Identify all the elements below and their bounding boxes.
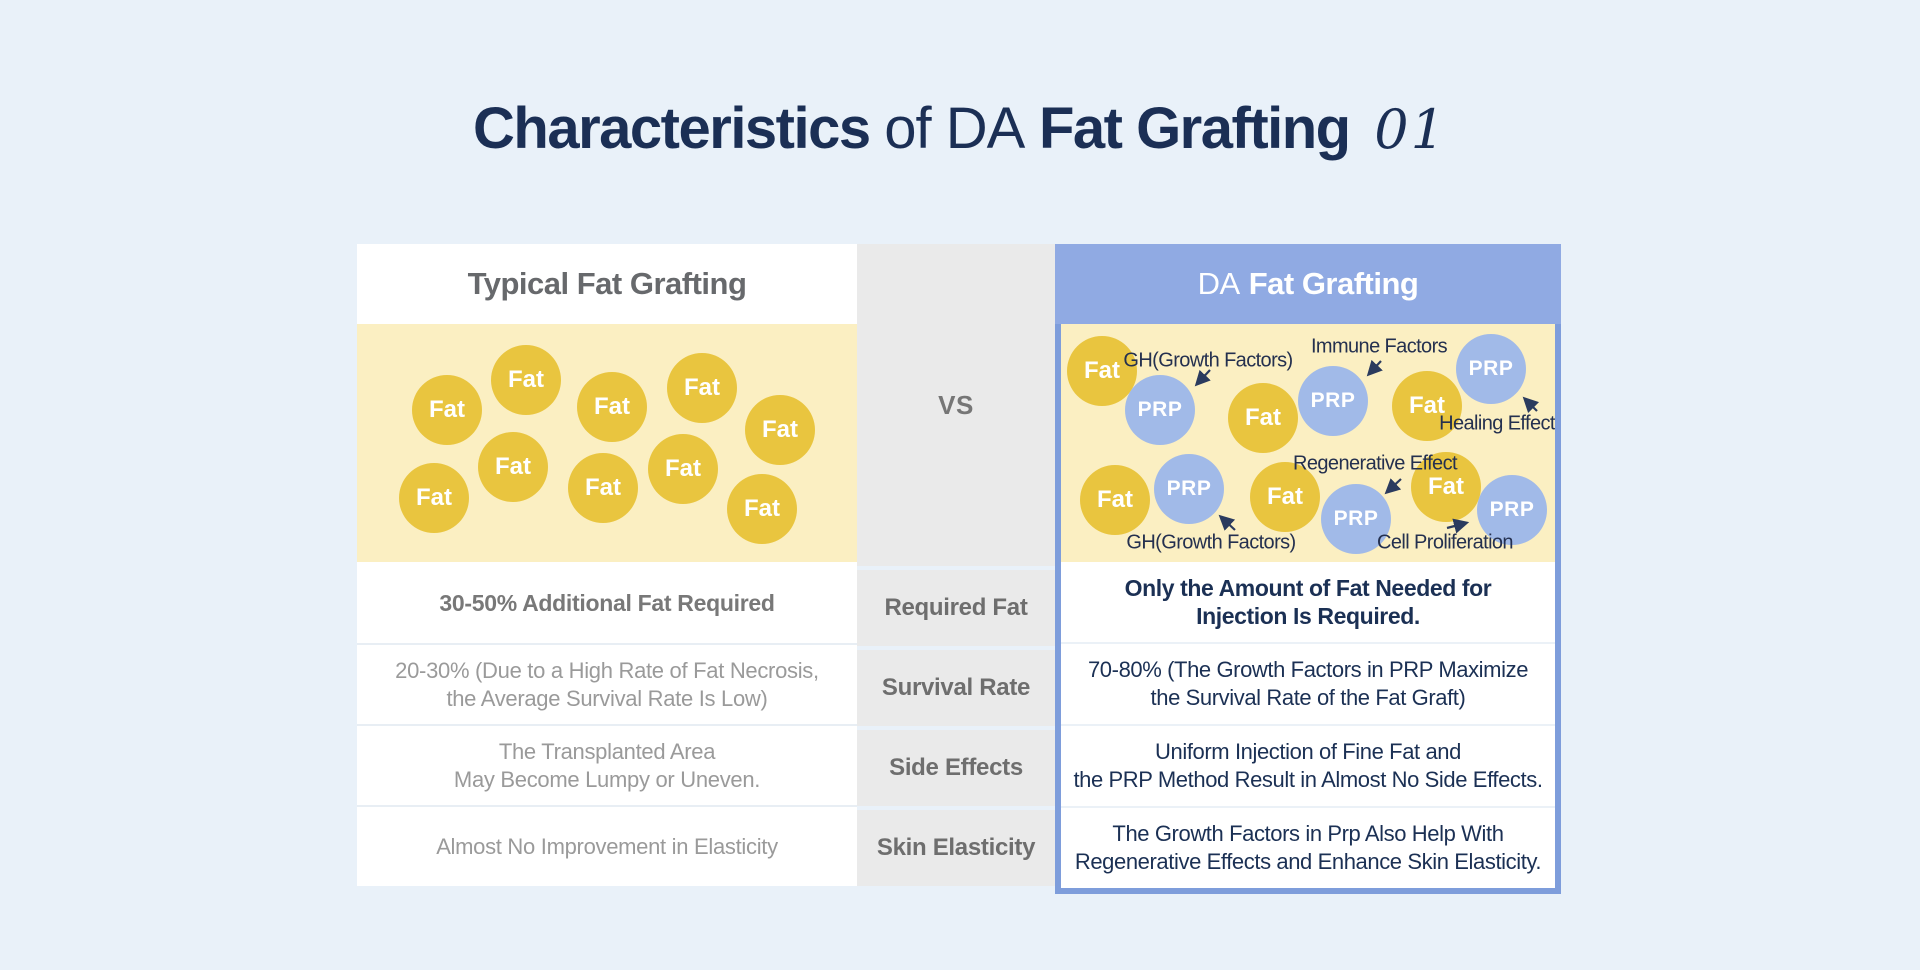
prp-circle: PRP (1154, 454, 1224, 524)
title-bold-2: Fat Grafting (1038, 96, 1351, 161)
fat-circle: Fat (577, 372, 647, 442)
fat-circle: Fat (1250, 462, 1320, 532)
title-bold-1: Characteristics (473, 96, 871, 161)
fat-circle: Fat (667, 353, 737, 423)
arrow-icon (1446, 518, 1470, 534)
title-number: 01 (1374, 98, 1447, 161)
da-header-bold: Fat Grafting (1248, 266, 1419, 301)
arrow-icon (1194, 369, 1211, 387)
annotation-gh-growth-factors-bottom: GH(Growth Factors) (1126, 531, 1296, 554)
row-label-survival-rate: Survival Rate (857, 650, 1055, 726)
da-header-prefix: DA (1197, 266, 1241, 301)
da-side-effects-text: Uniform Injection of Fine Fat and the PR… (1061, 724, 1555, 806)
fat-circle: Fat (491, 345, 561, 415)
vs-cell: VS (857, 244, 1055, 566)
da-header: DA Fat Grafting (1055, 244, 1561, 324)
fat-circle: Fat (399, 463, 469, 533)
fat-circle: Fat (727, 474, 797, 544)
da-skin-elasticity-text: The Growth Factors in Prp Also Help With… (1061, 806, 1555, 888)
prp-circle: PRP (1321, 484, 1391, 554)
column-row-labels: VS Required Fat Survival Rate Side Effec… (857, 244, 1055, 886)
arrow-icon (1384, 478, 1402, 495)
annotation-immune-factors: Immune Factors (1310, 335, 1448, 358)
fat-circle: Fat (1228, 383, 1298, 453)
annotation-gh-growth-factors-top: GH(Growth Factors) (1123, 349, 1293, 372)
annotation-regenerative-effect: Regenerative Effect (1293, 452, 1458, 475)
fat-circle: Fat (412, 375, 482, 445)
annotation-arrows (1194, 359, 1540, 534)
fat-circle: Fat (745, 395, 815, 465)
typical-header: Typical Fat Grafting (467, 266, 747, 301)
typical-illustration: Fat Fat Fat Fat Fat Fat Fat Fat Fat Fat (357, 324, 857, 562)
fat-circle: Fat (1067, 336, 1137, 406)
da-required-fat-text: Only the Amount of Fat Needed for Inject… (1124, 575, 1492, 629)
arrow-icon (1218, 514, 1236, 531)
typical-survival-rate-text: 20-30% (Due to a High Rate of Fat Necros… (357, 643, 857, 724)
arrow-icon (1522, 396, 1540, 414)
column-da-fat-grafting: DA Fat Grafting Fat Fat Fat Fat Fat Fat … (1055, 244, 1561, 894)
fat-circle: Fat (1080, 465, 1150, 535)
fat-circle: Fat (648, 434, 718, 504)
vs-label: VS (938, 390, 974, 420)
typical-side-effects-text: The Transplanted Area May Become Lumpy o… (357, 724, 857, 805)
typical-skin-elasticity-text: Almost No Improvement in Elasticity (357, 805, 857, 886)
prp-circle: PRP (1125, 375, 1195, 445)
fat-circle: Fat (1392, 371, 1462, 441)
row-label-side-effects: Side Effects (857, 730, 1055, 806)
row-label-skin-elasticity: Skin Elasticity (857, 810, 1055, 886)
typical-required-fat-text: 30-50% Additional Fat Required (439, 589, 775, 616)
annotation-healing-effect: Healing Effect (1439, 412, 1555, 435)
prp-circle: PRP (1477, 475, 1547, 545)
da-illustration: Fat Fat Fat Fat Fat Fat PRP PRP PRP PRP … (1061, 324, 1555, 562)
da-survival-rate-text: 70-80% (The Growth Factors in PRP Maximi… (1061, 642, 1555, 724)
fat-circle: Fat (478, 432, 548, 502)
column-typical-fat-grafting: Typical Fat Grafting Fat Fat Fat Fat Fat… (357, 244, 857, 886)
row-label-required-fat: Required Fat (857, 570, 1055, 646)
fat-circle: Fat (568, 453, 638, 523)
fat-circle: Fat (1411, 452, 1481, 522)
prp-circle: PRP (1298, 366, 1368, 436)
da-panel: Fat Fat Fat Fat Fat Fat PRP PRP PRP PRP … (1055, 324, 1561, 894)
annotation-cell-proliferation: Cell Proliferation (1377, 531, 1514, 554)
arrow-icon (1366, 359, 1383, 377)
title-light: of DA (884, 96, 1025, 161)
comparison-table: Typical Fat Grafting Fat Fat Fat Fat Fat… (357, 244, 1563, 894)
prp-circle: PRP (1456, 334, 1526, 404)
page-title: Characteristics of DA Fat Grafting 01 (0, 96, 1920, 163)
